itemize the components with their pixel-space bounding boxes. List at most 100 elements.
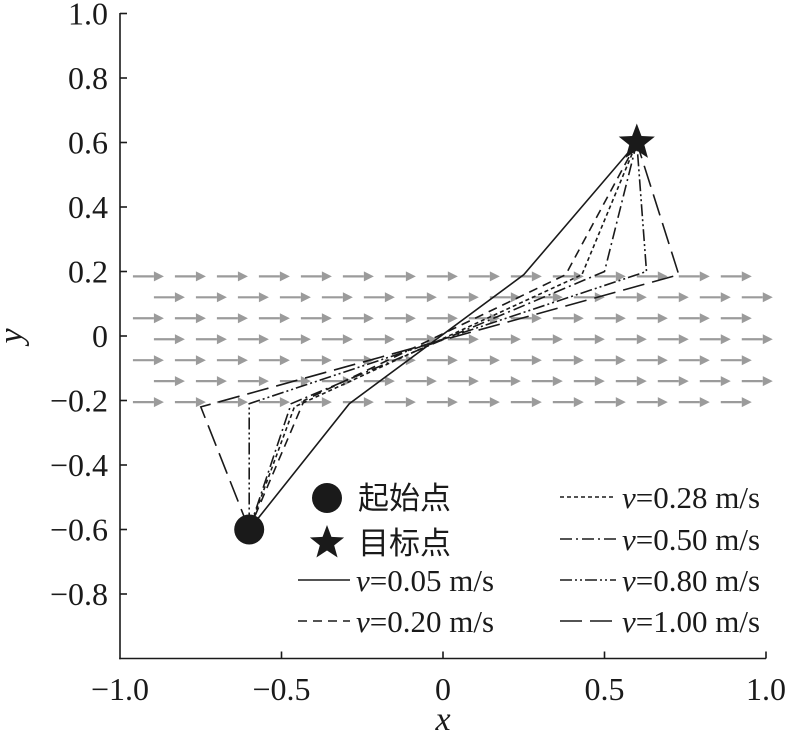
- flow-arrow-head: [153, 397, 164, 408]
- flow-arrow-head: [300, 292, 311, 303]
- legend-start-label: 起始点: [358, 481, 451, 516]
- flow-arrow: [636, 271, 668, 282]
- x-tick-label: −0.5: [252, 671, 310, 707]
- flow-arrow-head: [720, 292, 731, 303]
- flow-arrow-head: [321, 355, 332, 366]
- x-axis-title: x: [434, 701, 450, 738]
- y-tick-label: 0: [92, 318, 108, 354]
- flow-arrow: [489, 376, 521, 387]
- flow-arrow-head: [153, 355, 164, 366]
- flow-arrow: [384, 397, 416, 408]
- flow-arrow-head: [594, 334, 605, 345]
- flow-arrow: [342, 313, 374, 324]
- flow-arrow-head: [573, 313, 584, 324]
- flow-arrow: [468, 355, 500, 366]
- flow-arrow-head: [321, 397, 332, 408]
- flow-arrow-head: [699, 397, 710, 408]
- flow-arrow-head: [216, 376, 227, 387]
- flow-arrow: [552, 355, 584, 366]
- flow-arrow-head: [678, 376, 689, 387]
- flow-arrow-head: [510, 292, 521, 303]
- flow-arrow-head: [552, 376, 563, 387]
- speed-value: =0.80 m/s: [636, 563, 760, 598]
- y-tick-label: 0.6: [68, 125, 108, 161]
- x-tick-label: 0.5: [585, 671, 625, 707]
- flow-arrow-head: [678, 334, 689, 345]
- flow-arrow-head: [153, 271, 164, 282]
- legend-start-marker: [312, 483, 342, 513]
- y-tick-label: −0.2: [50, 383, 108, 419]
- flow-arrow-head: [216, 292, 227, 303]
- flow-arrow-head: [279, 355, 290, 366]
- flow-arrow: [216, 313, 248, 324]
- flow-arrow: [615, 334, 647, 345]
- flow-arrow: [447, 376, 479, 387]
- flow-arrow: [594, 271, 626, 282]
- flow-arrow: [741, 292, 773, 303]
- legend-entry-series-4: v=0.50 m/s: [560, 522, 760, 557]
- y-axis-title: y: [0, 328, 30, 347]
- flow-arrow: [594, 355, 626, 366]
- legend-entry-series-5: v=0.80 m/s: [560, 563, 760, 598]
- speed-value: =1.00 m/s: [636, 604, 760, 639]
- flow-arrow-head: [405, 397, 416, 408]
- flow-arrow-head: [279, 397, 290, 408]
- legend-entry-start: 起始点: [312, 481, 451, 516]
- flow-arrow-head: [321, 313, 332, 324]
- flow-arrow-head: [489, 397, 500, 408]
- flow-arrow: [594, 397, 626, 408]
- flow-arrow-head: [657, 397, 668, 408]
- y-tick-label: 0.4: [68, 189, 108, 225]
- flow-arrow-head: [363, 397, 374, 408]
- flow-arrow-head: [552, 292, 563, 303]
- flow-arrow-head: [363, 271, 374, 282]
- flow-arrow: [678, 355, 710, 366]
- flow-arrow-head: [405, 313, 416, 324]
- flow-arrow: [636, 313, 668, 324]
- flow-arrow-head: [762, 292, 773, 303]
- flow-arrow-head: [321, 271, 332, 282]
- flow-arrow: [153, 376, 185, 387]
- flow-arrow-head: [237, 397, 248, 408]
- flow-arrow: [405, 334, 437, 345]
- flow-arrow-head: [405, 355, 416, 366]
- flow-arrow: [258, 355, 290, 366]
- flow-arrow: [678, 397, 710, 408]
- start-point-marker: [234, 514, 265, 545]
- flow-arrow: [552, 397, 584, 408]
- flow-arrow-head: [615, 271, 626, 282]
- flow-arrow-head: [741, 271, 752, 282]
- flow-arrow: [384, 355, 416, 366]
- flow-arrow: [615, 376, 647, 387]
- flow-arrow-head: [573, 397, 584, 408]
- flow-arrow: [636, 355, 668, 366]
- flow-arrow: [426, 355, 458, 366]
- flow-arrow: [573, 334, 605, 345]
- flow-arrow-head: [258, 376, 269, 387]
- flow-arrow: [678, 313, 710, 324]
- flow-arrow-head: [300, 376, 311, 387]
- flow-arrow: [741, 334, 773, 345]
- flow-arrow-head: [699, 271, 710, 282]
- flow-arrow-head: [489, 355, 500, 366]
- flow-arrow-head: [510, 334, 521, 345]
- flow-arrow-head: [279, 271, 290, 282]
- y-tick-label: −0.6: [50, 512, 108, 548]
- flow-arrow: [489, 334, 521, 345]
- flow-arrow-head: [447, 271, 458, 282]
- speed-value: =0.28 m/s: [636, 480, 760, 515]
- flow-arrow-head: [384, 334, 395, 345]
- flow-arrow: [153, 334, 185, 345]
- flow-arrow: [342, 397, 374, 408]
- flow-arrow: [258, 271, 290, 282]
- flow-arrow-head: [762, 376, 773, 387]
- flow-arrow: [405, 292, 437, 303]
- flow-arrow-head: [657, 271, 668, 282]
- legend-series-label: v=0.80 m/s: [622, 563, 760, 598]
- flow-arrow-head: [174, 292, 185, 303]
- flow-arrow: [279, 376, 311, 387]
- flow-arrow: [573, 292, 605, 303]
- flow-arrow: [699, 292, 731, 303]
- flow-arrow-head: [174, 334, 185, 345]
